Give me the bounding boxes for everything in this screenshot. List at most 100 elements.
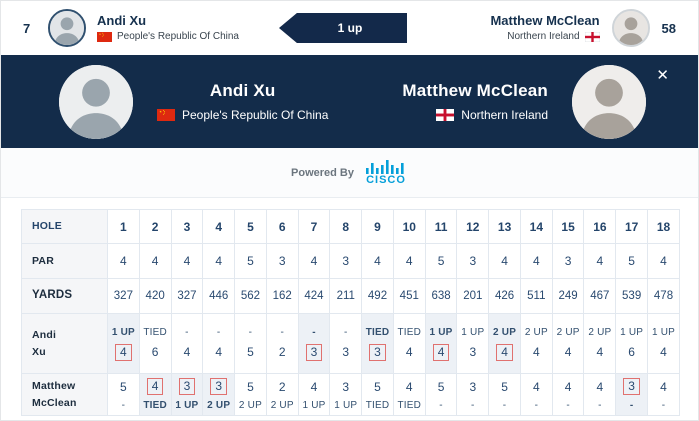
- player2-score: 2: [278, 379, 286, 394]
- yards-value: 446: [202, 278, 236, 314]
- player2-score: 4: [596, 379, 604, 394]
- yards-value: 451: [392, 278, 426, 314]
- banner-player1: Andi Xu People's Republic Of China: [59, 64, 329, 139]
- player1-winning-score-box: 4: [115, 343, 132, 361]
- player1-score: 5: [247, 345, 254, 359]
- hole-number: 9: [361, 209, 394, 244]
- player2-score: 5: [437, 379, 445, 394]
- player1-score: 4: [405, 345, 413, 359]
- player1-score: 4: [564, 345, 572, 359]
- china-flag-icon: [97, 31, 112, 42]
- player1-row-label: Andi Xu: [21, 313, 108, 374]
- par-value: 3: [551, 243, 585, 279]
- china-flag-icon: [157, 109, 175, 121]
- player1-status: -: [343, 327, 348, 338]
- banner-player2-country: Northern Ireland: [461, 108, 548, 122]
- par-value: 4: [107, 243, 140, 279]
- player2-score: 4: [310, 379, 318, 394]
- banner-player2-name: Matthew McClean: [402, 81, 548, 100]
- player1-status: 2 UP: [588, 327, 612, 338]
- player1-hole-4-cell: -4: [202, 313, 236, 374]
- player2-winning-score-box: 3: [623, 378, 640, 395]
- player1-hole-18-cell: 1 UP 4: [647, 313, 680, 374]
- northern-ireland-flag-icon: [436, 109, 455, 121]
- player2-status: -: [661, 399, 666, 411]
- player2-hole-7-cell: 4 1 UP: [297, 373, 331, 416]
- player1-status: -: [185, 327, 189, 338]
- player1-winning-score-box: 4: [432, 343, 450, 361]
- player2-hole-13-cell: 5-: [488, 373, 521, 416]
- par-value: 4: [361, 243, 394, 279]
- player2-winning-score-box: 3: [178, 378, 196, 395]
- yards-value: 201: [456, 278, 490, 314]
- par-value: 3: [456, 243, 490, 279]
- powered-by-strip: Powered By CISCO: [1, 148, 698, 198]
- player2-score: 5: [120, 379, 127, 394]
- banner-player2: Matthew McClean Northern Ireland: [402, 64, 646, 139]
- close-icon[interactable]: ✕: [652, 64, 673, 87]
- par-value: 3: [265, 243, 299, 279]
- match-summary-bar[interactable]: 7 Andi Xu People's Republic Of China 1 u…: [1, 1, 698, 55]
- player2-hole-2-cell: 4 TIED: [138, 373, 172, 416]
- player1-hole-7-cell: -3: [297, 313, 331, 374]
- player1-status: 2 UP: [556, 327, 580, 338]
- hole-number: 3: [170, 209, 204, 244]
- banner-player1-name: Andi Xu: [209, 81, 276, 100]
- player2-status: -: [502, 399, 507, 411]
- yards-value: 492: [361, 278, 394, 314]
- player1-status: -: [312, 326, 316, 338]
- player1-hole-17-cell: 1 UP 6: [615, 313, 649, 374]
- player2-hole-15-cell: 4-: [551, 373, 585, 416]
- player1-status: TIED: [397, 327, 422, 338]
- yards-value: 539: [615, 278, 649, 314]
- player1-hole-13-cell: 2 UP 4: [488, 313, 521, 374]
- player2-score: 5: [501, 379, 508, 394]
- player1-score: 4: [596, 345, 604, 359]
- player1-score: 6: [628, 345, 635, 359]
- player2-hole-11-cell: 5-: [424, 373, 458, 416]
- player1-score: 2: [278, 345, 286, 359]
- player1-status: TIED: [143, 327, 167, 338]
- player1-score: 4: [108, 343, 139, 361]
- hole-number: 1: [107, 209, 140, 244]
- yards-value: 327: [107, 278, 140, 314]
- cisco-logo: CISCO: [364, 159, 408, 186]
- player1-score: 4: [660, 345, 667, 359]
- yards-value: 162: [265, 278, 299, 314]
- player1-status: TIED: [365, 326, 390, 338]
- player1-score: 4: [489, 343, 520, 361]
- player1-hole-6-cell: -2: [265, 313, 299, 374]
- player2-status: 1 UP: [175, 400, 199, 411]
- player1-score: 3: [299, 343, 330, 361]
- hole-number: 6: [265, 209, 299, 244]
- par-value: 4: [138, 243, 172, 279]
- player2-hole-1-cell: 5-: [107, 373, 140, 416]
- player2-country: Northern Ireland: [507, 31, 580, 43]
- par-value: 4: [488, 243, 521, 279]
- par-value: 4: [297, 243, 331, 279]
- match-score-flag[interactable]: 1 up: [279, 13, 407, 43]
- player2-score: 4: [660, 379, 667, 394]
- player2-score: 4: [532, 379, 540, 394]
- player1-score: 4: [532, 345, 540, 359]
- player1-status: 2 UP: [493, 326, 517, 338]
- yards-value: 478: [647, 278, 680, 314]
- player2-status: TIED: [365, 399, 390, 411]
- northern-ireland-flag-icon: [584, 31, 600, 42]
- player2-score: 3: [616, 378, 647, 395]
- player2-score: 3: [469, 379, 477, 394]
- player2-score: 3: [203, 378, 234, 395]
- par-value: 4: [392, 243, 426, 279]
- player2-score: 3: [342, 379, 350, 394]
- player2-status: TIED: [143, 400, 167, 411]
- player1-status: 2 UP: [524, 327, 548, 338]
- hole-number: 12: [456, 209, 490, 244]
- yards-row-label: YARDS: [21, 278, 108, 314]
- banner-player1-country: People's Republic Of China: [182, 108, 329, 122]
- hole-number: 16: [583, 209, 617, 244]
- player2-status: 1 UP: [302, 399, 326, 411]
- player1-winning-score-box: 3: [369, 343, 386, 361]
- par-value: 3: [329, 243, 363, 279]
- hole-number: 4: [202, 209, 236, 244]
